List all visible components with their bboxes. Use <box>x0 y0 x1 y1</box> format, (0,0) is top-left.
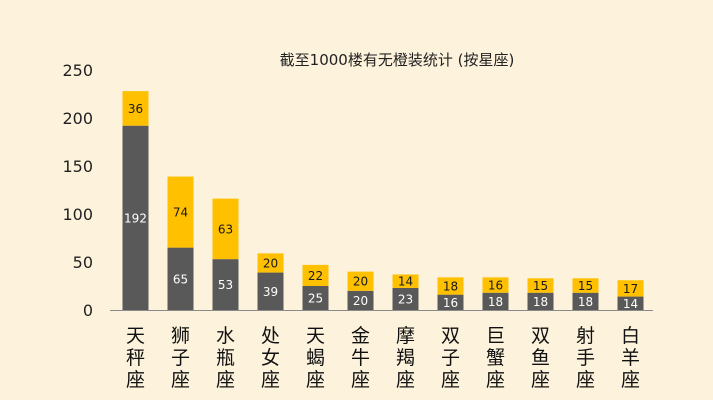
bar-segment-gold <box>617 280 644 297</box>
bar-segment-gold <box>302 264 329 286</box>
bar-segment-dark <box>392 287 419 310</box>
data-label: 22 <box>308 269 323 283</box>
bar-segment-dark <box>572 292 599 310</box>
data-label: 14 <box>398 275 413 289</box>
y-tick-label: 0 <box>83 301 93 320</box>
chart-title: 截至1000楼有无橙装统计 (按星座) <box>280 51 515 69</box>
data-label: 20 <box>353 275 368 289</box>
bar-segment-gold <box>212 198 239 260</box>
x-tick-label: 双鱼座 <box>531 325 550 391</box>
bar-segment-dark <box>617 296 644 310</box>
x-tick-label: 金牛座 <box>351 325 370 391</box>
y-tick-label: 150 <box>62 157 93 176</box>
data-label: 14 <box>623 297 638 311</box>
data-label: 63 <box>218 222 233 236</box>
x-axis-ticks: 天秤座 狮子座 水瓶座 处女座 天蝎座 金牛座 摩羯座 双子座 巨蟹座 双鱼座 射手座 白羊座 <box>126 325 640 391</box>
x-tick-label: 狮子座 <box>171 325 190 391</box>
data-label: 23 <box>398 292 413 306</box>
bar-segment-dark <box>302 286 329 310</box>
bar-segment-gold <box>392 274 419 288</box>
bar-segment-dark <box>257 272 284 310</box>
data-label: 18 <box>533 295 548 309</box>
bar-segment-gold <box>122 91 149 126</box>
bar-segment-dark <box>482 292 509 310</box>
data-label: 15 <box>578 279 593 293</box>
x-tick-label: 双子座 <box>441 325 460 391</box>
bar-segment-dark <box>347 290 374 310</box>
data-label: 20 <box>263 256 278 270</box>
bar-segment-gold <box>257 253 284 273</box>
data-label: 65 <box>173 272 188 286</box>
bar-segment-gold <box>437 277 464 295</box>
x-tick-label: 射手座 <box>576 325 595 391</box>
bar-segment-gold <box>572 278 599 293</box>
bars: 192 36 65 74 53 63 39 20 25 22 20 20 23 14 16 18 18 16 18 1… <box>122 91 644 311</box>
data-label: 18 <box>578 295 593 309</box>
x-tick-label: 摩羯座 <box>396 325 415 391</box>
x-tick-label: 巨蟹座 <box>486 325 505 391</box>
bar-segment-dark <box>437 294 464 310</box>
y-tick-label: 50 <box>73 253 93 272</box>
x-tick-label: 天蝎座 <box>306 325 325 391</box>
y-tick-label: 200 <box>62 109 93 128</box>
bar-segment-dark <box>527 292 554 310</box>
data-label: 25 <box>308 292 323 306</box>
x-tick-label: 天秤座 <box>126 325 145 391</box>
data-label: 74 <box>173 206 188 220</box>
data-label: 16 <box>488 279 503 293</box>
data-label: 53 <box>218 278 233 292</box>
x-tick-label: 白羊座 <box>621 325 640 391</box>
bar-segment-gold <box>347 271 374 291</box>
y-tick-label: 250 <box>62 61 93 80</box>
data-label: 18 <box>443 280 458 294</box>
x-tick-label: 水瓶座 <box>216 325 235 391</box>
bar-segment-gold <box>527 278 554 293</box>
bar-segment-dark <box>212 259 239 310</box>
data-label: 17 <box>623 282 638 296</box>
y-axis-ticks: 0 50 100 150 200 250 <box>62 61 93 320</box>
bar-segment-gold <box>482 277 509 293</box>
bar-segment-gold <box>167 176 194 248</box>
data-label: 39 <box>263 285 278 299</box>
bar-segment-dark <box>122 125 149 311</box>
data-label: 18 <box>488 295 503 309</box>
y-tick-label: 100 <box>62 205 93 224</box>
x-tick-label: 处女座 <box>261 325 280 391</box>
data-label: 20 <box>353 294 368 308</box>
bar-segment-dark <box>167 247 194 310</box>
data-label: 36 <box>128 102 143 116</box>
data-label: 16 <box>443 296 458 310</box>
data-label: 15 <box>533 279 548 293</box>
data-label: 192 <box>124 211 147 225</box>
